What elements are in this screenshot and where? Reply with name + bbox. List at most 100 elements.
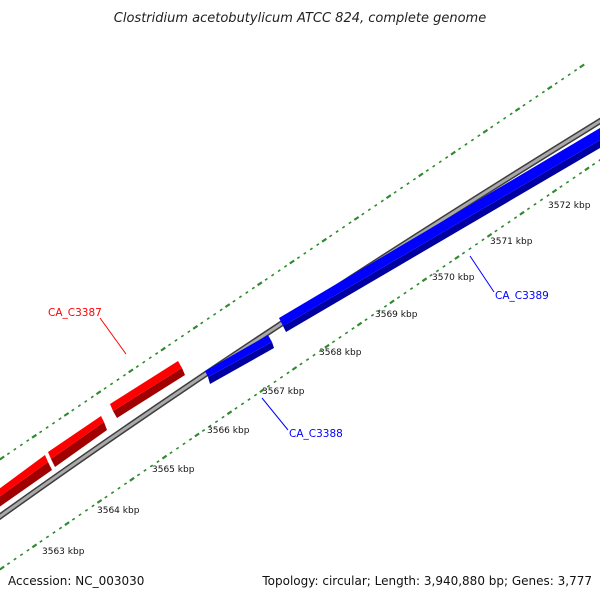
inner-tick-mark xyxy=(448,260,453,264)
outer-tick-mark xyxy=(71,408,75,412)
outer-tick-mark xyxy=(309,247,313,251)
inner-tick-mark xyxy=(396,296,401,299)
outer-tick-mark xyxy=(277,269,281,273)
inner-tick-mark xyxy=(546,194,550,197)
outer-tick-mark xyxy=(58,417,62,421)
inner-tick-mark xyxy=(513,216,518,220)
inner-tick-mark xyxy=(356,321,363,327)
gene-segment xyxy=(283,140,600,332)
inner-tick-mark xyxy=(104,495,108,499)
inner-tick-mark xyxy=(389,299,395,305)
inner-tick-mark xyxy=(486,233,493,238)
inner-tick-mark xyxy=(551,188,558,194)
gene-CA_C3388[interactable] xyxy=(205,335,274,384)
accession-text: Accession: NC_003030 xyxy=(8,574,144,588)
inner-tick-mark xyxy=(598,159,600,162)
outer-tick-ring xyxy=(0,63,585,461)
outer-tick-mark xyxy=(213,312,217,316)
gene-CA_C3387[interactable] xyxy=(0,361,185,510)
tick-label-3567: 3567 kbp xyxy=(262,387,305,397)
inner-tick-mark xyxy=(409,287,414,291)
inner-tick-mark xyxy=(539,198,544,202)
inner-tick-mark xyxy=(584,166,590,172)
inner-tick-mark xyxy=(110,491,115,495)
outer-tick-mark xyxy=(514,107,521,112)
inner-tick-mark xyxy=(344,331,349,335)
outer-tick-mark xyxy=(174,338,178,342)
inner-tick-mark xyxy=(494,229,498,233)
outer-tick-mark xyxy=(224,303,231,308)
inner-tick-mark xyxy=(156,460,160,464)
outer-tick-mark xyxy=(283,264,288,268)
outer-tick-mark xyxy=(503,116,507,120)
outer-tick-mark xyxy=(393,190,397,194)
map-title: Clostridium acetobutylicum ATCC 824, com… xyxy=(114,11,486,26)
outer-tick-mark xyxy=(63,412,70,417)
gene-segment xyxy=(205,335,272,377)
gene-label-CA_C3388[interactable]: CA_C3388 xyxy=(289,428,343,440)
outer-tick-mark xyxy=(219,308,223,312)
inner-tick-mark xyxy=(136,473,141,477)
outer-tick-mark xyxy=(432,164,436,168)
outer-tick-mark xyxy=(39,430,43,434)
tick-label-3568: 3568 kbp xyxy=(319,348,362,358)
inner-tick-mark xyxy=(129,476,135,482)
outer-tick-mark xyxy=(470,138,475,142)
outer-tick-mark xyxy=(200,321,204,325)
inner-tick-mark xyxy=(58,526,63,530)
tick-label-3572: 3572 kbp xyxy=(548,201,591,211)
inner-tick-mark xyxy=(435,269,440,273)
inner-tick-mark xyxy=(259,388,265,393)
outer-tick-mark xyxy=(122,373,127,377)
outer-tick-mark xyxy=(232,299,236,303)
inner-tick-mark xyxy=(481,238,485,242)
outer-tick-mark xyxy=(109,382,114,386)
outer-tick-mark xyxy=(26,439,30,443)
outer-tick-mark xyxy=(289,259,295,265)
outer-tick-mark xyxy=(567,73,571,77)
inner-tick-mark xyxy=(468,247,472,251)
inner-tick-mark xyxy=(286,371,290,375)
outer-tick-mark xyxy=(303,251,307,255)
inner-tick-mark xyxy=(234,406,238,410)
inner-tick-mark xyxy=(351,327,355,330)
outer-tick-mark xyxy=(180,334,185,338)
outer-tick-mark xyxy=(84,399,88,403)
inner-tick-mark xyxy=(312,353,316,357)
outer-tick-mark xyxy=(0,455,5,461)
outer-tick-mark xyxy=(579,63,585,69)
outer-tick-mark xyxy=(412,177,417,181)
outer-tick-mark xyxy=(528,99,533,103)
inner-tick-mark xyxy=(6,562,11,566)
inner-tick-mark xyxy=(19,553,24,557)
inner-tick-mark xyxy=(39,539,43,543)
inner-tick-mark xyxy=(201,429,206,432)
gene-label-CA_C3389[interactable]: CA_C3389 xyxy=(495,290,549,302)
inner-tick-mark xyxy=(194,432,200,438)
outer-tick-mark xyxy=(51,421,56,425)
inner-tick-mark xyxy=(383,304,388,308)
inner-tick-ring xyxy=(0,159,600,571)
gene-label-CA_C3387[interactable]: CA_C3387 xyxy=(48,307,102,319)
outer-tick-mark xyxy=(406,182,410,186)
outer-tick-mark xyxy=(256,281,263,287)
outer-tick-mark xyxy=(167,343,172,347)
inner-tick-mark xyxy=(305,358,310,362)
inner-tick-mark xyxy=(149,464,154,468)
inner-tick-mark xyxy=(182,442,186,446)
inner-tick-mark xyxy=(331,340,336,344)
inner-tick-mark xyxy=(188,437,193,441)
inner-tick-mark xyxy=(143,468,147,472)
outer-tick-mark xyxy=(445,156,449,159)
outer-tick-mark xyxy=(361,212,365,216)
outer-tick-mark xyxy=(206,317,210,321)
outer-tick-mark xyxy=(316,243,320,247)
outer-tick-mark xyxy=(535,95,539,98)
inner-tick-mark xyxy=(559,185,563,189)
inner-tick-mark xyxy=(454,255,460,260)
inner-tick-mark xyxy=(240,402,245,406)
gene-CA_C3389[interactable] xyxy=(279,128,600,332)
outer-tick-mark xyxy=(573,68,578,72)
outer-tick-mark xyxy=(329,234,333,238)
outer-tick-mark xyxy=(353,216,360,221)
